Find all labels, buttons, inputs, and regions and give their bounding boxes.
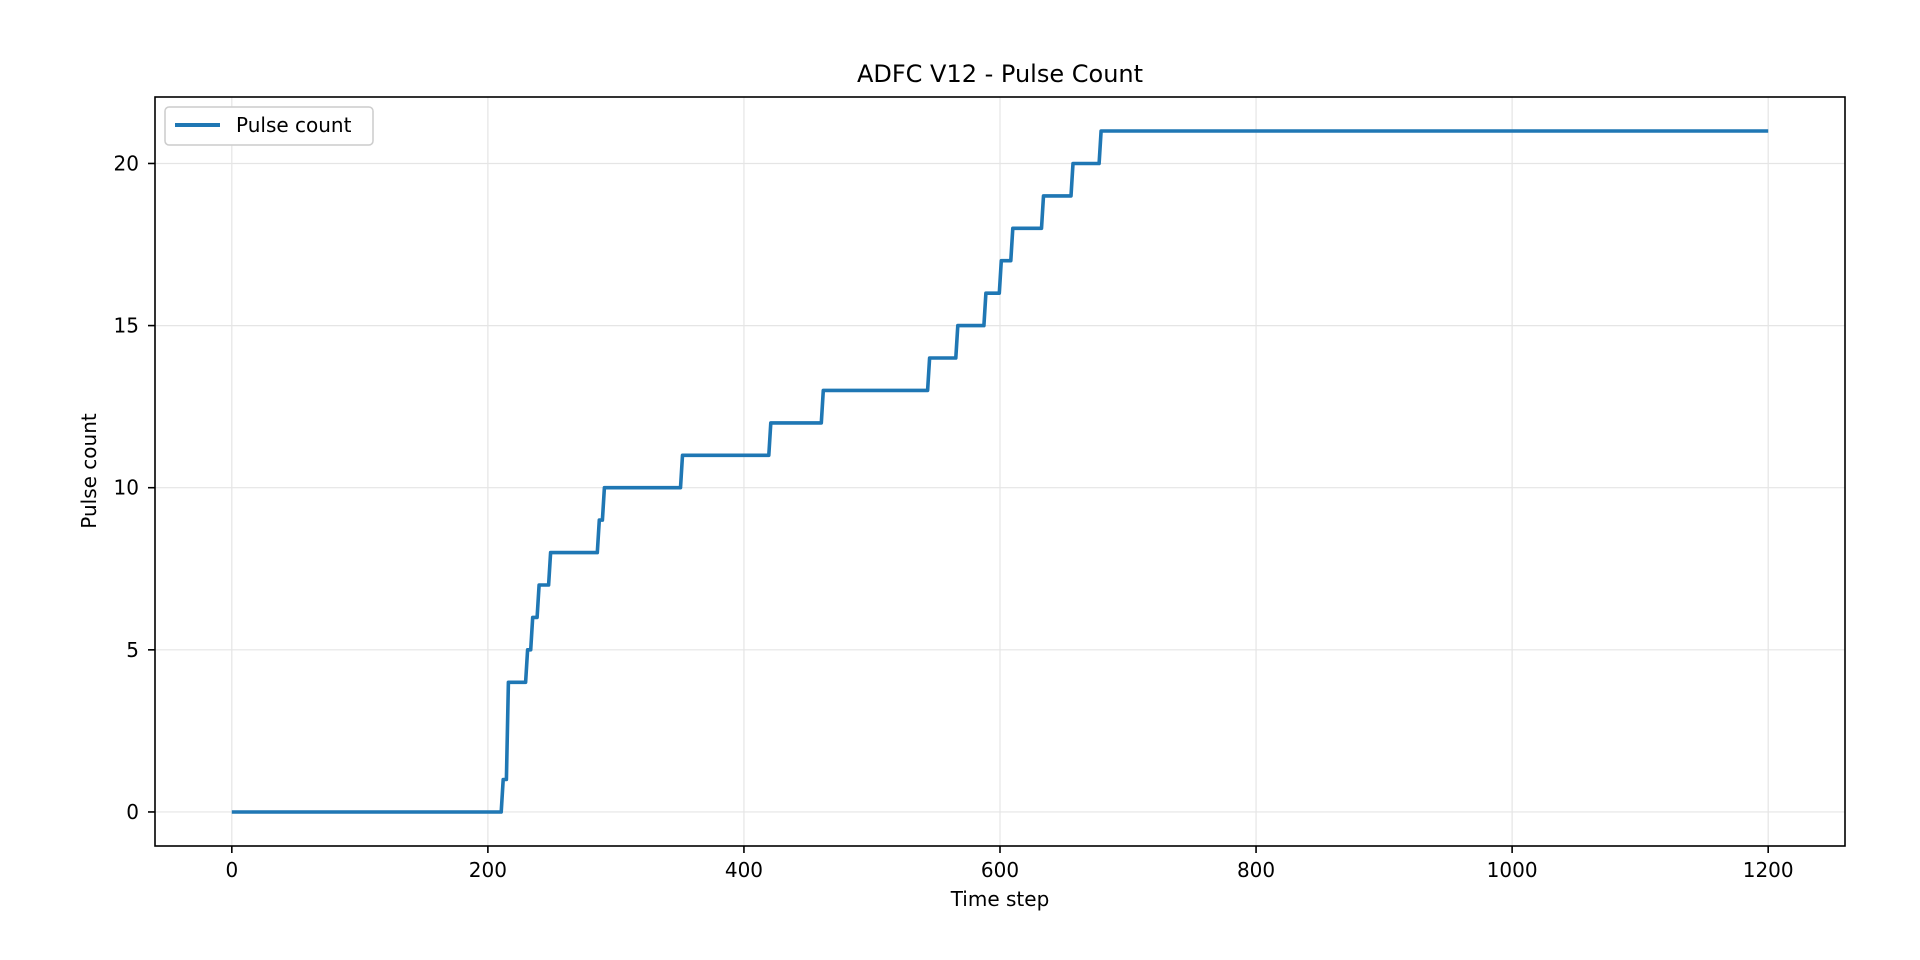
y-tick-label: 0 [126, 800, 139, 824]
legend-label: Pulse count [236, 113, 352, 137]
x-axis: 0 200 400 600 800 1000 1200 [225, 846, 1794, 882]
y-tick-label: 10 [114, 476, 139, 500]
series-layer [231, 129, 1769, 814]
series-line [231, 129, 1769, 814]
x-tick-label: 400 [725, 858, 763, 882]
y-tick-label: 20 [114, 151, 139, 175]
x-tick-label: 600 [981, 858, 1019, 882]
legend: Pulse count [164, 106, 374, 146]
x-tick-label: 0 [225, 858, 238, 882]
y-tick-label: 15 [114, 314, 139, 338]
legend-box [164, 106, 374, 146]
x-axis-label: Time step [950, 887, 1050, 911]
x-tick-label: 800 [1237, 858, 1275, 882]
x-tick-label: 1200 [1743, 858, 1794, 882]
chart-title: ADFC V12 - Pulse Count [857, 60, 1143, 88]
x-tick-label: 1000 [1487, 858, 1538, 882]
y-axis-label: Pulse count [77, 413, 101, 529]
y-axis: 0 5 10 15 20 [114, 151, 155, 824]
x-tick-label: 200 [469, 858, 507, 882]
y-tick-label: 5 [126, 638, 139, 662]
